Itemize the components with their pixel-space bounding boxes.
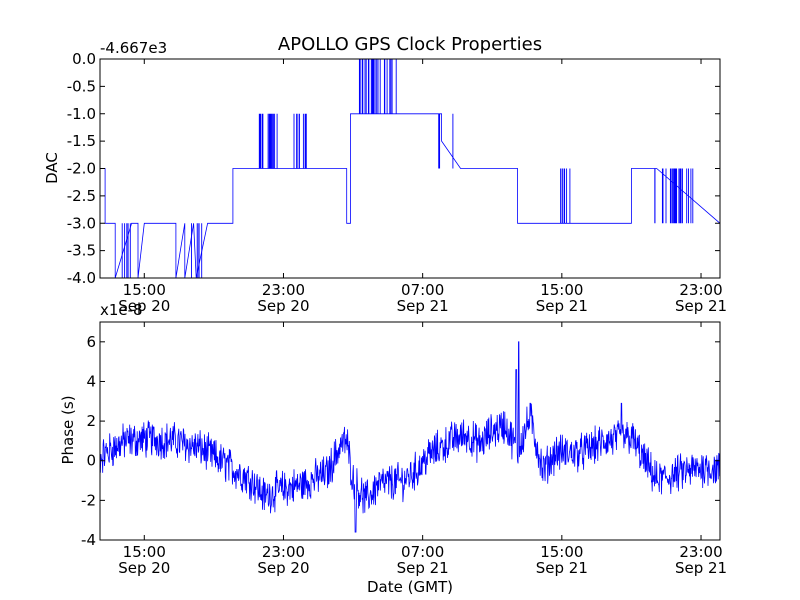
phase-xtick-time: 07:00 (401, 543, 444, 561)
phase-y-axis-label: Phase (s) (59, 395, 77, 464)
phase-xtick-time: 15:00 (540, 543, 583, 561)
phase-series (100, 341, 720, 533)
phase-plot-area (100, 341, 720, 533)
dac-ytick-label: -4.0 (67, 269, 96, 287)
dac-xtick-time: 07:00 (401, 281, 444, 299)
dac-series (100, 59, 720, 278)
phase-axes-frame (99, 321, 721, 541)
phase-ytick-label: 6 (86, 333, 96, 351)
dac-toggle-burst (258, 113, 278, 169)
dac-ytick-label: -1.5 (67, 132, 96, 150)
phase-xtick-time: 23:00 (679, 543, 722, 561)
dac-ytick-label: -3.0 (67, 214, 96, 232)
dac-toggle-burst (654, 168, 694, 224)
dac-ytick-label: -0.5 (67, 77, 96, 95)
dac-ytick-label: -2.0 (67, 160, 96, 178)
dac-ytick-label: -1.0 (67, 105, 96, 123)
phase-xtick-time: 15:00 (123, 543, 166, 561)
phase-xtick-date: Sep 20 (118, 559, 170, 577)
dac-ytick-label: -2.5 (67, 187, 96, 205)
dac-toggle-burst (560, 168, 571, 224)
phase-ytick-label: 4 (86, 372, 96, 390)
dac-xtick-date: Sep 21 (397, 297, 449, 315)
dac-plot-area (100, 59, 720, 278)
phase-xtick-date: Sep 21 (536, 559, 588, 577)
phase-xtick-date: Sep 21 (397, 559, 449, 577)
dac-toggle-burst (191, 223, 203, 278)
phase-ytick-label: 2 (86, 412, 96, 430)
phase-line (100, 341, 720, 533)
phase-xtick-date: Sep 20 (257, 559, 309, 577)
dac-toggle-burst (358, 59, 397, 114)
phase-ytick-label: -4 (81, 531, 96, 549)
dac-xtick-time: 23:00 (262, 281, 305, 299)
phase-offset-label: x1e-8 (100, 301, 143, 319)
phase-ytick-label: -2 (81, 491, 96, 509)
dac-ytick-label: -3.5 (67, 242, 96, 260)
dac-axes-frame (99, 58, 721, 279)
dac-xtick-date: Sep 20 (257, 297, 309, 315)
dac-toggle-burst (121, 223, 131, 278)
dac-axes: -4.667e3 DAC 0.0 -0.5 -1.0 -1.5 -2.0 -2.5 -3.0… (43, 39, 727, 315)
phase-xtick-date: Sep 21 (675, 559, 727, 577)
dac-ytick-label: 0.0 (72, 50, 96, 68)
dac-xtick-date: Sep 21 (675, 297, 727, 315)
phase-xtick-time: 23:00 (262, 543, 305, 561)
dac-xtick-date: Sep 20 (118, 297, 170, 315)
dac-toggle-burst (438, 113, 454, 169)
dac-toggle-burst (293, 113, 307, 169)
dac-xtick-date: Sep 21 (536, 297, 588, 315)
dac-line (100, 113, 720, 278)
dac-xtick-time: 23:00 (679, 281, 722, 299)
phase-ytick-label: 0 (86, 452, 96, 470)
chart-title: APOLLO GPS Clock Properties (278, 34, 542, 55)
dac-ticks: 0.0 -0.5 -1.0 -1.5 -2.0 -2.5 -3.0 -3.5 -4.0 15:00… (67, 50, 727, 315)
dac-offset-label: -4.667e3 (100, 39, 167, 57)
phase-x-axis-label: Date (GMT) (367, 578, 453, 596)
dac-y-axis-label: DAC (43, 152, 61, 184)
dac-xtick-time: 15:00 (123, 281, 166, 299)
dac-xtick-time: 15:00 (540, 281, 583, 299)
